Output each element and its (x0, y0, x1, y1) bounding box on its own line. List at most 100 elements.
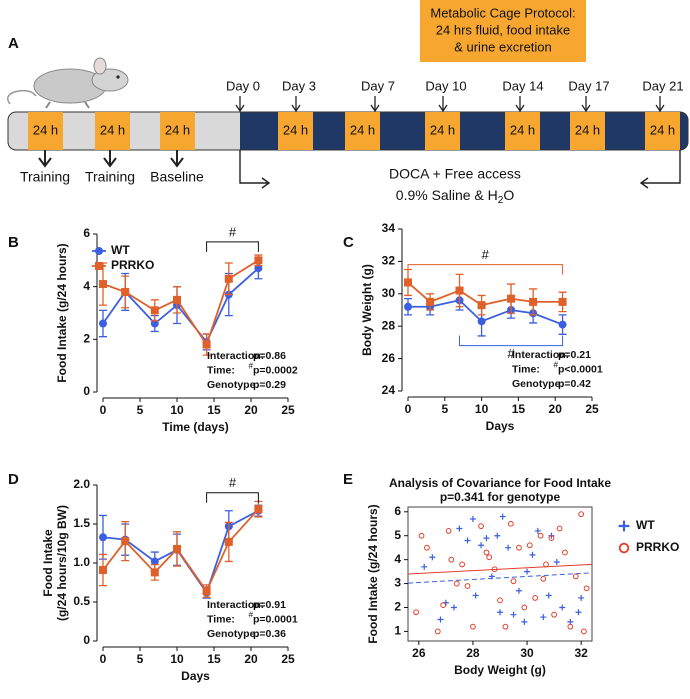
marker (537, 532, 544, 539)
marker (445, 528, 452, 534)
day-box (345, 112, 380, 150)
stat-value: p=0.29 (253, 379, 286, 391)
chart-subtitle: p=0.341 for genotype (440, 490, 561, 504)
marker (413, 609, 420, 616)
chart: E Analysis of Covariance for Food Intakep… (343, 471, 679, 677)
stat-label: Genotype: (207, 628, 259, 640)
marker (472, 592, 479, 599)
marker (558, 297, 567, 306)
box-label: 24 h (165, 122, 190, 137)
day-box (160, 112, 195, 150)
significance-mark: # (229, 475, 237, 490)
stat-value: p=0.36 (253, 628, 286, 640)
stat-mark: # (249, 611, 254, 620)
marker (478, 542, 485, 549)
marker (99, 533, 107, 542)
marker (556, 525, 563, 532)
marker (553, 559, 560, 566)
marker (510, 578, 517, 585)
marker (404, 302, 412, 311)
pre-arrow (38, 150, 52, 168)
x-axis-label: Body Weight (g) (454, 663, 546, 677)
marker (540, 575, 547, 582)
marker (254, 505, 263, 514)
marker (429, 554, 436, 561)
marker (575, 609, 582, 616)
marker (99, 566, 107, 575)
marker (173, 544, 181, 553)
x-tick-label: 10 (170, 652, 184, 666)
marker (618, 520, 630, 532)
marker (121, 537, 130, 546)
header-line: Metabolic Cage Protocol: (430, 5, 575, 20)
y-tick-label: 6 (83, 226, 90, 240)
x-tick-label: 5 (137, 403, 144, 417)
significance-mark: # (229, 224, 237, 239)
x-tick-label: 15 (207, 652, 221, 666)
stat-value: p=0.42 (558, 378, 591, 390)
header-line: & urine excretion (454, 39, 552, 54)
day-arrow (581, 96, 591, 113)
stat-value: p=0.0001 (253, 613, 298, 625)
marker (477, 301, 486, 310)
day-arrow (235, 96, 245, 113)
marker (562, 549, 568, 556)
y-axis-label: Food Intake (41, 529, 55, 597)
marker (486, 554, 493, 561)
significance-mark: # (482, 247, 490, 262)
marker (499, 513, 506, 520)
pre-label: Training (85, 169, 135, 185)
stat-label: Genotype: (207, 379, 259, 391)
treatment-text: O (503, 187, 514, 203)
panel-label: E (343, 471, 353, 488)
significance-mark: # (507, 346, 515, 361)
day-box (278, 112, 313, 150)
header-line: 24 hrs fluid, food intake (436, 22, 570, 37)
panel-label: D (8, 471, 19, 488)
x-tick-label: 15 (512, 402, 526, 416)
x-axis-label: Time (days) (162, 420, 228, 434)
marker (572, 573, 579, 580)
marker (99, 280, 107, 289)
panel-label: A (8, 35, 19, 52)
box-label: 24 h (283, 122, 308, 137)
marker (507, 520, 514, 527)
marker (121, 287, 130, 296)
stat-mark: # (554, 361, 559, 370)
box-label: 24 h (100, 122, 125, 137)
treatment-period (240, 112, 260, 150)
x-tick-label: 15 (207, 403, 221, 417)
day-label: Day 17 (568, 78, 609, 93)
marker (464, 537, 471, 544)
x-tick-label: 5 (137, 652, 144, 666)
marker (559, 604, 566, 611)
marker (497, 597, 503, 604)
marker (421, 563, 428, 570)
marker (529, 297, 538, 306)
x-tick-label: 10 (475, 402, 489, 416)
marker (224, 537, 233, 546)
legend-label: PRRKO (111, 258, 154, 272)
day-label: Day 0 (226, 78, 260, 93)
x-tick-label: 20 (244, 652, 258, 666)
marker (448, 556, 455, 563)
x-tick-label: 20 (549, 402, 563, 416)
marker (580, 628, 587, 635)
marker (459, 561, 466, 568)
marker (526, 542, 533, 549)
marker (95, 247, 103, 255)
stat-value: p=0.21 (558, 349, 591, 361)
stat-label: Time: (207, 613, 235, 625)
y-tick-label: 2.0 (73, 477, 90, 491)
marker (434, 628, 441, 635)
marker (202, 340, 211, 349)
marker (497, 609, 503, 616)
marker (455, 286, 464, 295)
y-axis-label: Body Weight (g) (360, 264, 374, 356)
marker (578, 594, 585, 601)
marker (551, 611, 558, 618)
legend-label: WT (636, 518, 655, 532)
stat-value: p=0.0002 (253, 364, 298, 376)
day-box (570, 112, 605, 150)
